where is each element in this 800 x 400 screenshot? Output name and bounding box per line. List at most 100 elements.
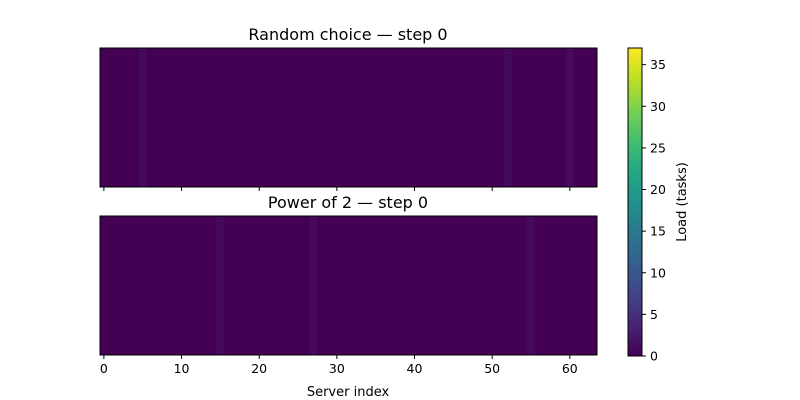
heatmap-title: Random choice — step 0 xyxy=(248,25,447,44)
colorbar-tick-label: 35 xyxy=(650,57,666,72)
heatmap-cell xyxy=(589,48,598,187)
colorbar-label: Load (tasks) xyxy=(675,162,690,242)
heatmap-cell xyxy=(433,216,443,355)
heatmap-cell xyxy=(278,216,287,355)
heatmap-cell xyxy=(573,216,582,355)
heatmap-cell xyxy=(418,216,427,355)
x-tick-label: 20 xyxy=(251,361,267,376)
heatmap-cell xyxy=(340,216,349,355)
heatmap-cell xyxy=(146,216,155,355)
heatmap-cell xyxy=(239,48,248,187)
heatmap-cell xyxy=(371,48,380,187)
heatmap-cell xyxy=(138,216,147,355)
heatmap-cell xyxy=(519,216,528,355)
heatmap-cell xyxy=(542,48,551,187)
heatmap-cell xyxy=(550,48,559,187)
heatmap-cell xyxy=(589,216,598,355)
heatmap-cell xyxy=(364,48,373,187)
colorbar-axis: 0 5 10 15 20 25 30 35 xyxy=(642,57,666,364)
x-tick-label: 50 xyxy=(484,361,500,376)
heatmap-cell xyxy=(527,216,536,355)
heatmap-cell xyxy=(208,216,217,355)
heatmap-cell xyxy=(496,48,505,187)
heatmap-cell xyxy=(558,216,567,355)
x-tick-label: 60 xyxy=(562,361,578,376)
colorbar-tick-label: 30 xyxy=(650,99,666,114)
heatmap-cell xyxy=(488,48,497,187)
heatmap-cell xyxy=(325,48,334,187)
heatmap-cell xyxy=(472,48,481,187)
x-tick-label: 40 xyxy=(407,361,423,376)
heatmap-cell xyxy=(480,216,489,355)
heatmap-cell xyxy=(216,48,225,187)
heatmap-cell xyxy=(154,216,163,355)
heatmap-cell xyxy=(131,216,140,355)
heatmap-cell xyxy=(100,48,109,187)
heatmap-cell xyxy=(193,216,202,355)
heatmap-cell xyxy=(332,216,342,355)
heatmap-cell xyxy=(402,216,412,355)
heatmap-cell xyxy=(193,48,202,187)
colorbar-gradient xyxy=(628,48,642,356)
heatmap-cell xyxy=(247,216,256,355)
heatmap-cell xyxy=(503,216,512,355)
colorbar-tick-label: 15 xyxy=(650,224,666,239)
heatmap-cell xyxy=(263,216,272,355)
heatmap-cells xyxy=(100,216,598,355)
heatmap-cell xyxy=(472,216,481,355)
heatmap-cell xyxy=(534,216,544,355)
colorbar-tick-label: 25 xyxy=(650,140,666,155)
colorbar-frame xyxy=(627,47,643,357)
heatmap-cell xyxy=(301,48,311,187)
heatmap-cell xyxy=(433,48,443,187)
heatmap-cell xyxy=(301,216,311,355)
heatmap-cell xyxy=(356,216,365,355)
heatmap-cell xyxy=(457,48,466,187)
heatmap-cell xyxy=(123,48,132,187)
heatmap-cell xyxy=(169,48,179,187)
heatmap-cell xyxy=(558,48,567,187)
x-axis xyxy=(103,187,571,191)
heatmap-cell xyxy=(457,216,466,355)
heatmap-cell xyxy=(387,48,396,187)
heatmap-cell xyxy=(286,48,295,187)
heatmap-cell xyxy=(270,216,280,355)
heatmap-cell xyxy=(441,216,450,355)
heatmap-cell xyxy=(255,48,264,187)
heatmap-cell xyxy=(488,216,497,355)
heatmap-cell xyxy=(410,216,419,355)
heatmap-cell xyxy=(496,216,505,355)
heatmap-cell xyxy=(426,216,435,355)
heatmap-cell xyxy=(100,216,109,355)
x-axis: 0 10 20 30 40 50 60 xyxy=(100,355,578,376)
heatmap-cell xyxy=(364,216,373,355)
heatmap-cell xyxy=(177,48,186,187)
heatmap-cell xyxy=(441,48,450,187)
heatmap-cell xyxy=(581,216,590,355)
heatmap-cell xyxy=(565,48,575,187)
heatmap-cell xyxy=(270,48,280,187)
heatmap-title: Power of 2 — step 0 xyxy=(268,193,428,212)
heatmap-cell xyxy=(387,216,396,355)
heatmap-cell xyxy=(208,48,217,187)
heatmap-cell xyxy=(216,216,225,355)
heatmap-cell xyxy=(200,216,210,355)
heatmap-cell xyxy=(107,216,116,355)
colorbar-tick-label: 20 xyxy=(650,182,666,197)
heatmap-cell xyxy=(348,216,357,355)
heatmap-cell xyxy=(162,48,171,187)
x-tick-label: 0 xyxy=(100,361,108,376)
heatmap-cell xyxy=(224,216,233,355)
heatmap-cell xyxy=(402,48,412,187)
heatmap-cell xyxy=(550,216,559,355)
heatmap-cell xyxy=(379,48,388,187)
heatmap-cell xyxy=(107,48,116,187)
heatmap-cell xyxy=(340,48,349,187)
x-tick-label: 30 xyxy=(329,361,345,376)
colorbar-tick-label: 5 xyxy=(650,307,658,322)
heatmap-cell xyxy=(348,48,357,187)
heatmap-cell xyxy=(200,48,210,187)
heatmap-cell xyxy=(371,216,380,355)
heatmap-cell xyxy=(356,48,365,187)
